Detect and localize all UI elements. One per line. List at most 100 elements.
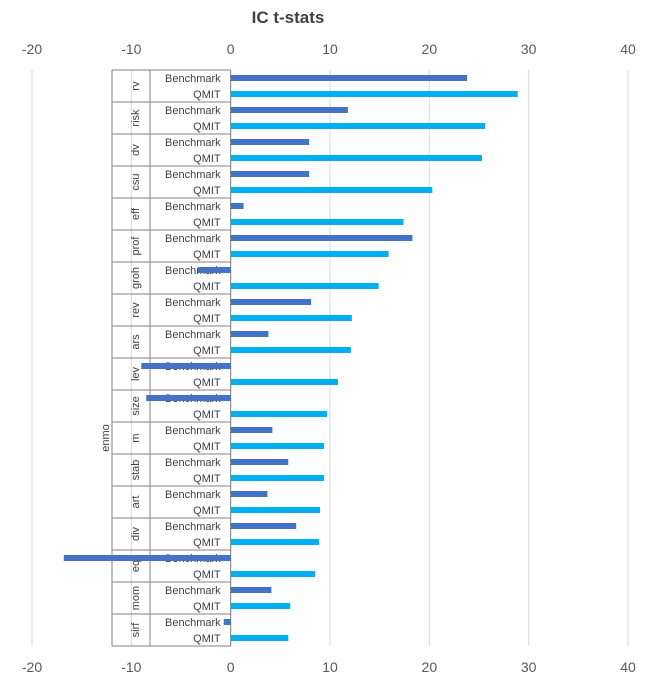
category-labels: Benchmark QMIT rv Benchmark QMIT risk Benchmar…	[100, 69, 232, 647]
x-axis-bottom: -20 -10 0 10 20 30 40	[22, 659, 636, 675]
category-label: QMIT	[193, 569, 221, 581]
bar-qmit	[230, 219, 404, 225]
x-tick-label: -10	[121, 659, 141, 675]
category-label: QMIT	[193, 537, 221, 549]
super-group-label: enmo	[100, 424, 112, 452]
category-label: QMIT	[193, 633, 221, 645]
group-label: div	[130, 526, 142, 541]
group-label: m	[130, 433, 142, 442]
group-label: rv	[130, 81, 142, 91]
category-label: Benchmark	[165, 105, 221, 117]
category-label: Benchmark	[165, 201, 221, 213]
category-label: QMIT	[193, 249, 221, 261]
category-label: Benchmark	[165, 617, 221, 629]
bars	[63, 75, 518, 641]
category-label: Benchmark	[165, 233, 221, 245]
x-tick-label: 40	[620, 659, 636, 675]
category-label: Benchmark	[165, 137, 221, 149]
category-label: QMIT	[193, 281, 221, 293]
bar-qmit	[230, 507, 321, 513]
bar-qmit	[230, 635, 289, 641]
bar-benchmark	[63, 555, 231, 561]
group-label: art	[130, 496, 142, 509]
category-label: QMIT	[193, 601, 221, 613]
category-label: QMIT	[193, 217, 221, 229]
category-label: QMIT	[193, 345, 221, 357]
category-label: QMIT	[193, 89, 221, 101]
bar-benchmark	[230, 331, 269, 337]
x-tick-label: -20	[22, 659, 42, 675]
x-tick-label: 20	[422, 659, 438, 675]
bar-qmit	[230, 379, 338, 385]
bar-qmit	[230, 603, 291, 609]
x-tick-label: 20	[422, 41, 438, 57]
category-label: Benchmark	[165, 489, 221, 501]
bar-benchmark	[230, 203, 244, 209]
bar-benchmark	[230, 587, 272, 593]
bar-benchmark	[230, 299, 312, 305]
x-tick-label: 30	[521, 659, 537, 675]
bar-benchmark	[230, 459, 289, 465]
bar-benchmark	[141, 363, 231, 369]
x-tick-label: 0	[227, 41, 235, 57]
group-label: risk	[130, 109, 142, 127]
group-label: eq	[130, 560, 142, 572]
category-label: QMIT	[193, 441, 221, 453]
group-label: sirf	[130, 622, 142, 638]
bar-benchmark	[230, 171, 310, 177]
category-label: Benchmark	[165, 297, 221, 309]
bar-qmit	[230, 123, 485, 129]
bar-benchmark	[230, 139, 310, 145]
group-label: mom	[130, 586, 142, 610]
bar-benchmark	[223, 619, 231, 625]
x-tick-label: 10	[322, 41, 338, 57]
group-label: stab	[130, 460, 142, 481]
bar-benchmark	[230, 427, 273, 433]
bar-qmit	[230, 347, 351, 353]
x-tick-label: -10	[121, 41, 141, 57]
bar-benchmark	[146, 395, 231, 401]
bar-qmit	[230, 91, 518, 97]
category-label: QMIT	[193, 153, 221, 165]
bar-qmit	[230, 411, 328, 417]
category-label: QMIT	[193, 505, 221, 517]
group-label: size	[130, 396, 142, 416]
bar-benchmark	[230, 235, 413, 241]
bar-benchmark	[197, 267, 231, 273]
group-label: ars	[130, 334, 142, 350]
bar-qmit	[230, 539, 320, 545]
bar-qmit	[230, 315, 352, 321]
category-label: Benchmark	[165, 425, 221, 437]
bar-qmit	[230, 251, 389, 257]
group-label: prof	[130, 236, 142, 256]
x-tick-label: -20	[22, 41, 42, 57]
group-label: rev	[130, 302, 142, 318]
category-label: QMIT	[193, 185, 221, 197]
x-tick-label: 40	[620, 41, 636, 57]
bar-benchmark	[230, 523, 297, 529]
bar-qmit	[230, 475, 325, 481]
chart-title: IC t-stats	[252, 8, 325, 27]
category-label: Benchmark	[165, 585, 221, 597]
category-label: QMIT	[193, 377, 221, 389]
x-tick-label: 10	[322, 659, 338, 675]
group-label: eff	[130, 207, 142, 220]
category-label: Benchmark	[165, 457, 221, 469]
x-axis-top: -20 -10 0 10 20 30 40	[22, 41, 636, 57]
bar-benchmark	[230, 107, 348, 113]
category-label: QMIT	[193, 409, 221, 421]
category-label: Benchmark	[165, 73, 221, 85]
bar-qmit	[230, 155, 482, 161]
group-label: dv	[130, 144, 142, 156]
bar-qmit	[230, 187, 433, 193]
category-label: QMIT	[193, 473, 221, 485]
group-label: lev	[130, 366, 142, 381]
category-label: Benchmark	[165, 169, 221, 181]
category-label: QMIT	[193, 121, 221, 133]
category-label: Benchmark	[165, 521, 221, 533]
bar-qmit	[230, 443, 325, 449]
group-label: groh	[130, 267, 142, 289]
x-tick-label: 0	[227, 659, 235, 675]
bar-benchmark	[230, 491, 268, 497]
